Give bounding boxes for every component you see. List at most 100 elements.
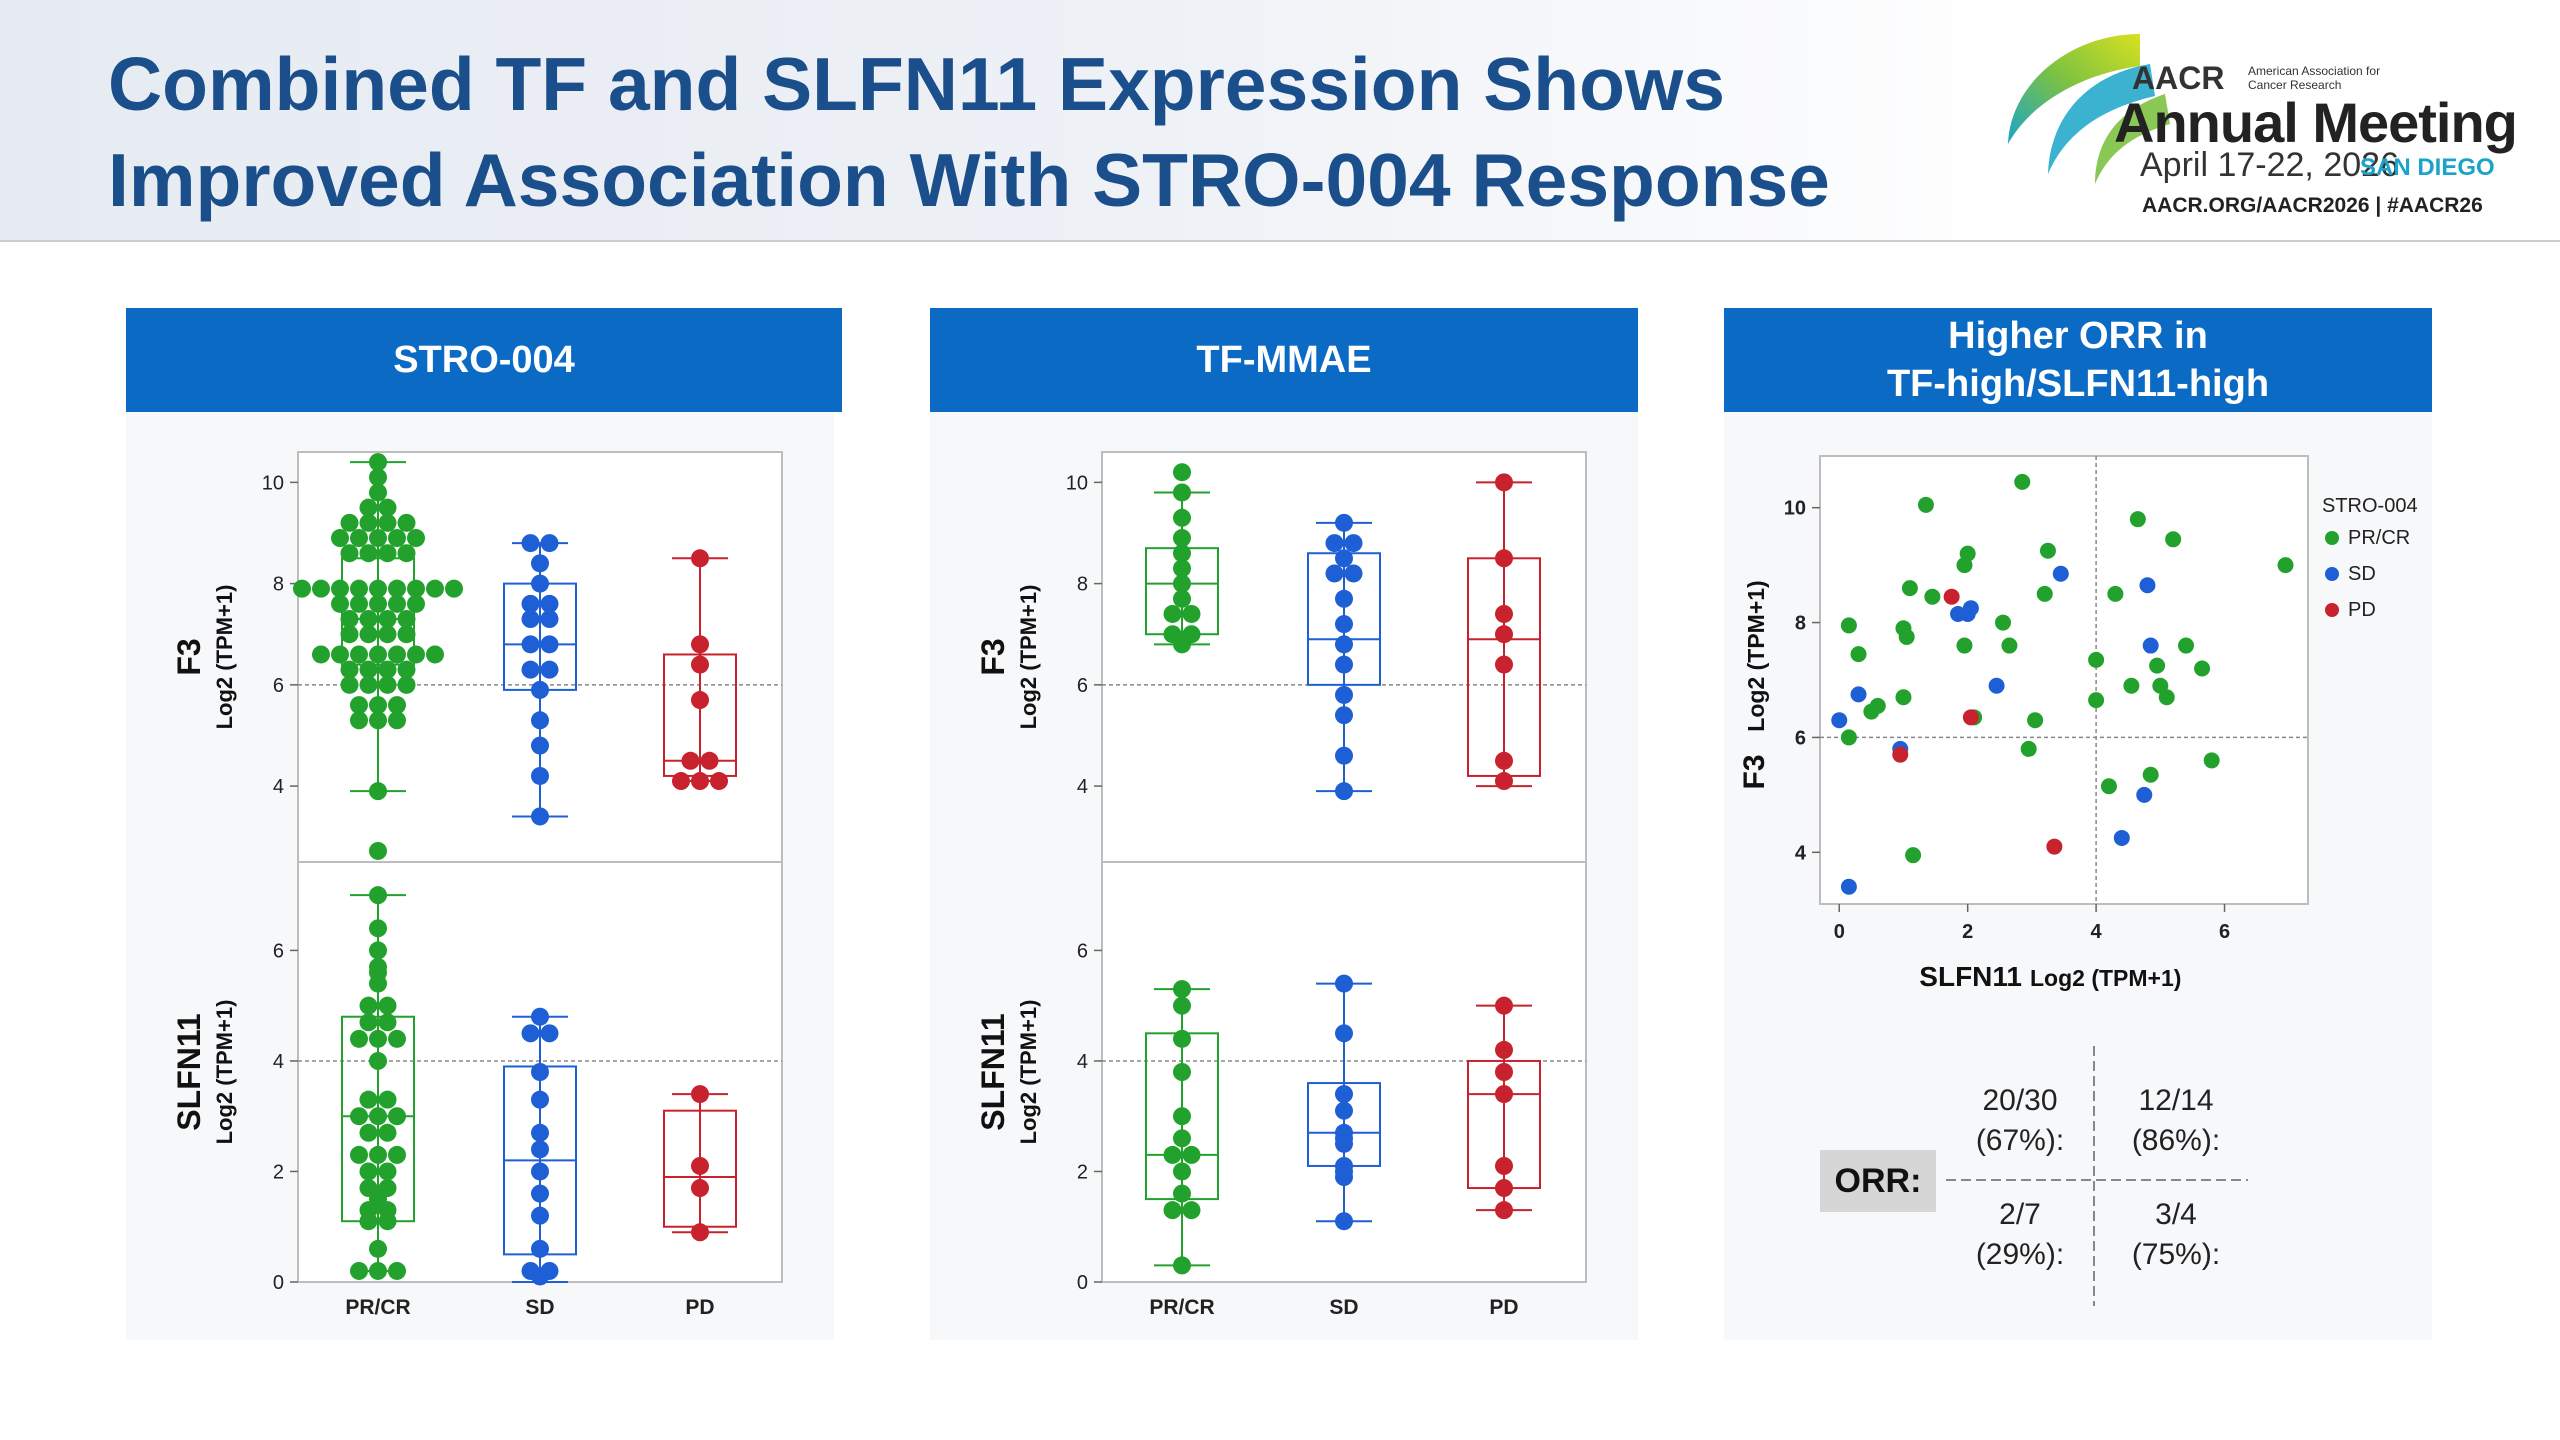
orr-scatter-plot: 0 2 4 6 4 6 8 10 SLFN11 Log2 (TPM+1) F3 Log2 (TPM+1… <box>1738 455 2418 992</box>
data-point <box>1173 635 1191 654</box>
scatter-point <box>1962 709 1979 726</box>
scatter-point <box>2036 585 2053 602</box>
logo-city: SAN DIEGO <box>2360 154 2495 181</box>
data-point <box>350 1261 368 1280</box>
scatter-point <box>2142 637 2159 654</box>
scatter-point <box>2100 778 2117 795</box>
x-axis-label: SLFN11 <box>1919 961 2022 992</box>
y-axis-sublabel: Log2 (TPM+1) <box>212 585 237 730</box>
aacr-swoosh-icon <box>2008 34 2170 184</box>
data-point <box>369 1261 387 1280</box>
data-point <box>531 766 549 785</box>
data-point <box>1495 655 1513 674</box>
panel-stro004-body: 4 6 8 10 F3 Log2 (TPM+1) 0 2 4 6 SLFN11 Log2 (TPM+… <box>126 412 834 1340</box>
y-tick-label: 0 <box>1077 1272 1088 1294</box>
data-point <box>369 1145 387 1164</box>
x-category-label: SD <box>1329 1296 1358 1319</box>
data-point <box>426 645 444 664</box>
data-point <box>531 1239 549 1258</box>
data-point <box>369 1107 387 1126</box>
data-point <box>378 610 397 629</box>
scatter-point <box>1956 637 1973 654</box>
scatter-point <box>1901 580 1918 597</box>
orr-top-left-pct: (67%): <box>1976 1124 2064 1157</box>
data-point <box>369 974 387 993</box>
data-point <box>359 544 378 563</box>
data-point <box>369 1029 387 1048</box>
data-point <box>1173 996 1191 1015</box>
data-point <box>369 468 387 487</box>
orr-label-box <box>1820 1150 1936 1212</box>
data-point <box>531 1184 549 1203</box>
scatter-point <box>1917 496 1934 513</box>
tfmmae-slfn11-boxplot: 0 2 4 6 SLFN11 Log2 (TPM+1) PR/CR SD PD <box>975 861 1587 1319</box>
data-point <box>388 645 406 664</box>
y-tick-label: 8 <box>273 574 284 596</box>
y-tick-label: 10 <box>1066 472 1088 494</box>
y-axis-label: F3 <box>975 638 1011 675</box>
data-point <box>397 544 416 563</box>
data-point <box>672 772 690 791</box>
data-point <box>1335 706 1353 725</box>
x-category-label: PD <box>685 1296 714 1319</box>
data-point <box>1335 746 1353 765</box>
data-point <box>531 680 549 699</box>
scatter-point <box>2129 511 2146 528</box>
data-point <box>359 610 378 629</box>
orr-table: ORR: 20/30 (67%): 12/14 (86%): 2/7 (29%)… <box>1820 1046 2248 1306</box>
data-point <box>369 483 387 502</box>
scatter-point <box>1869 697 1886 714</box>
data-point <box>388 529 406 548</box>
scatter-point <box>1924 588 1941 605</box>
data-point <box>1173 589 1191 608</box>
data-point <box>540 660 559 679</box>
data-point <box>331 579 349 598</box>
orr-bottom-left-ratio: 2/7 <box>1999 1198 2041 1231</box>
data-point <box>1173 1184 1191 1203</box>
panel-tfmmae-body: 4 6 8 10 F3 Log2 (TPM+1) 0 2 4 6 SLFN11 Log2 (TPM+… <box>930 412 1638 1340</box>
legend-label: SD <box>2348 563 2376 585</box>
orr-panel-svg: 0 2 4 6 4 6 8 10 SLFN11 Log2 (TPM+1) F3 Log2 (TPM+1… <box>1738 455 2418 1306</box>
data-point <box>691 635 709 654</box>
scatter-point <box>1840 729 1857 746</box>
data-point <box>350 529 368 548</box>
data-point <box>1495 1179 1513 1198</box>
data-point <box>388 594 406 613</box>
scatter-point <box>2020 740 2037 757</box>
x-tick-label: 0 <box>1834 921 1845 943</box>
x-tick-label: 2 <box>1962 921 1973 943</box>
scatter-point <box>1943 588 1960 605</box>
data-point <box>369 594 387 613</box>
y-tick-label: 4 <box>1795 842 1807 864</box>
scatter-point <box>1988 677 2005 694</box>
scatter-point <box>2139 577 2156 594</box>
scatter-point <box>1840 617 1857 634</box>
data-point <box>369 645 387 664</box>
data-point <box>1173 559 1191 578</box>
logo-aacr: AACR <box>2132 60 2225 96</box>
data-point <box>531 554 549 573</box>
data-point <box>1182 604 1201 623</box>
scatter-point <box>2142 766 2159 783</box>
data-point <box>1173 1162 1191 1181</box>
data-point <box>407 645 425 664</box>
data-point <box>521 534 540 553</box>
panel-tfmmae-header: TF-MMAE <box>930 308 1638 412</box>
stro004-slfn11-boxplot: 0 2 4 6 SLFN11 Log2 (TPM+1) PR/CR SD PD <box>171 841 783 1319</box>
data-point <box>1344 564 1363 583</box>
data-point <box>388 579 406 598</box>
data-point <box>1335 1212 1353 1231</box>
data-point <box>378 625 397 644</box>
aacr-logo: AACR American Association for Cancer Res… <box>1990 16 2550 226</box>
data-point <box>359 675 378 694</box>
data-point <box>378 1212 397 1231</box>
data-point <box>312 579 330 598</box>
scatter-point <box>2113 829 2130 846</box>
scatter-point <box>2014 473 2031 490</box>
data-point <box>1335 1101 1353 1120</box>
data-point <box>531 1063 549 1081</box>
data-point <box>1335 1134 1353 1153</box>
data-point <box>369 919 387 938</box>
scatter-point <box>2001 637 2018 654</box>
